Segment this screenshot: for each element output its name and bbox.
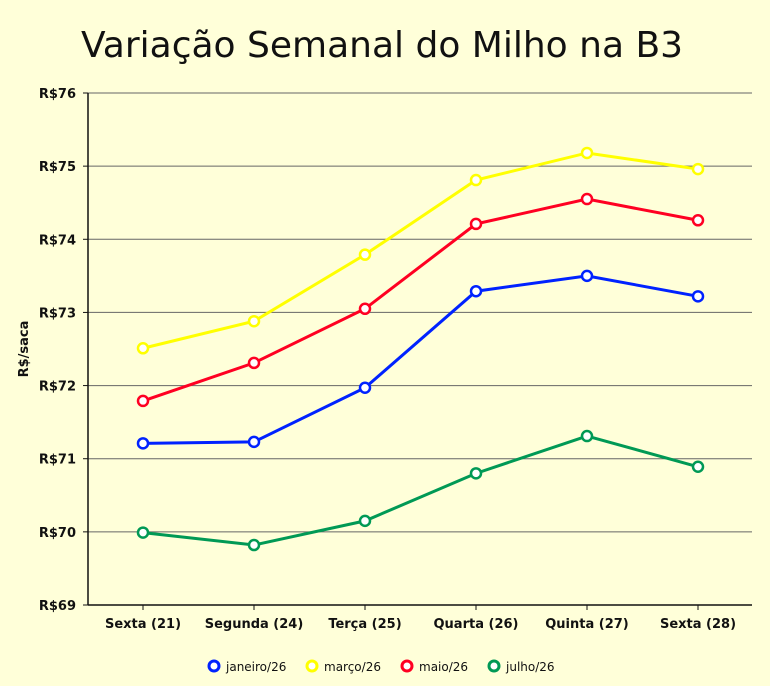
data-point bbox=[247, 435, 261, 449]
legend-item: maio/26 bbox=[400, 659, 468, 674]
y-axis-label: R$/saca bbox=[17, 321, 32, 378]
data-point bbox=[136, 342, 150, 355]
series-line bbox=[142, 274, 699, 445]
legend-marker bbox=[305, 659, 319, 673]
y-tick-label: R$70 bbox=[39, 526, 76, 541]
x-tick-label: Sexta (21) bbox=[105, 617, 181, 632]
y-tick-label: R$73 bbox=[39, 306, 76, 321]
data-point bbox=[469, 284, 483, 298]
series-julho-26 bbox=[136, 429, 705, 552]
x-tick-label: Terça (25) bbox=[328, 617, 401, 632]
data-point bbox=[247, 314, 261, 328]
data-point bbox=[691, 290, 705, 303]
data-point bbox=[358, 514, 372, 528]
legend-marker bbox=[400, 659, 414, 673]
data-point bbox=[469, 217, 483, 231]
legend-item: julho/26 bbox=[487, 659, 555, 674]
y-tick-label: R$74 bbox=[39, 233, 76, 248]
data-point bbox=[691, 162, 705, 176]
y-tick-label: R$69 bbox=[39, 599, 76, 614]
data-point bbox=[358, 302, 372, 316]
legend-item: janeiro/26 bbox=[207, 659, 286, 674]
x-tick-label: Sexta (28) bbox=[660, 617, 736, 632]
data-point bbox=[469, 173, 483, 187]
legend-item: março/26 bbox=[305, 659, 381, 674]
legend-marker bbox=[487, 659, 501, 673]
legend-label: janeiro/26 bbox=[225, 660, 286, 674]
data-point bbox=[247, 356, 261, 370]
data-point bbox=[247, 538, 261, 552]
series-line bbox=[142, 197, 699, 403]
data-point bbox=[469, 467, 483, 480]
data-point bbox=[580, 269, 594, 283]
x-tick-label: Quarta (26) bbox=[434, 617, 519, 632]
y-tick-label: R$72 bbox=[39, 380, 76, 395]
data-point bbox=[136, 394, 150, 408]
data-point bbox=[358, 381, 372, 395]
legend-label: março/26 bbox=[324, 660, 381, 674]
series-line bbox=[142, 151, 699, 350]
y-tick-label: R$75 bbox=[39, 160, 76, 175]
legend-label: julho/26 bbox=[505, 660, 555, 674]
data-point bbox=[691, 460, 705, 474]
series-maio-26 bbox=[136, 192, 705, 408]
series-line bbox=[142, 434, 699, 547]
y-tick-label: R$76 bbox=[39, 87, 76, 102]
data-point bbox=[580, 146, 594, 160]
series-janeiro-26 bbox=[136, 269, 705, 450]
data-point bbox=[136, 437, 150, 450]
legend-marker bbox=[207, 659, 221, 673]
data-point bbox=[691, 214, 705, 227]
legend-label: maio/26 bbox=[419, 660, 468, 674]
x-tick-label: Segunda (24) bbox=[205, 617, 304, 632]
series-mar-o-26 bbox=[136, 146, 705, 355]
data-point bbox=[580, 429, 594, 443]
data-point bbox=[136, 526, 150, 539]
y-tick-label: R$71 bbox=[39, 453, 76, 468]
chart-title: Variação Semanal do Milho na B3 bbox=[81, 25, 683, 66]
x-tick-label: Quinta (27) bbox=[545, 617, 629, 632]
data-point bbox=[580, 192, 594, 206]
data-point bbox=[358, 248, 372, 261]
